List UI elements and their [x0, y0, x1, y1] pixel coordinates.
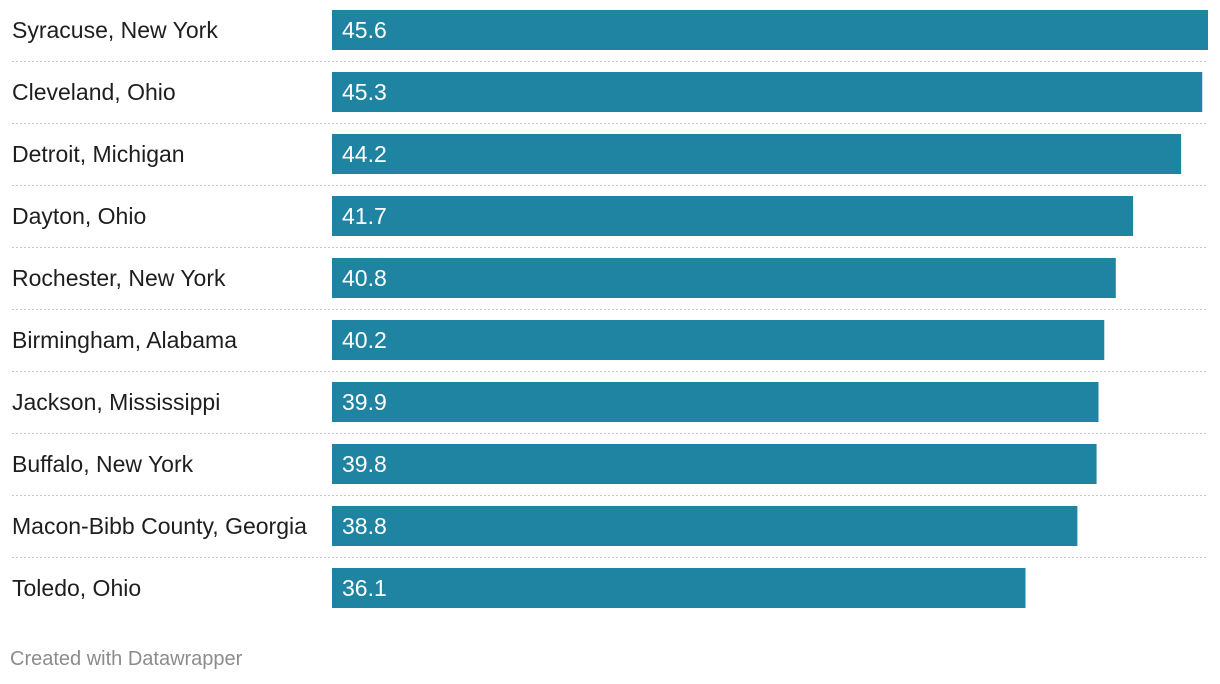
credit-text: Created with Datawrapper — [10, 648, 243, 670]
category-label: Cleveland, Ohio — [12, 79, 176, 105]
bar — [332, 382, 1099, 422]
value-label: 38.8 — [342, 513, 387, 539]
value-label: 45.3 — [342, 79, 387, 105]
value-label: 41.7 — [342, 203, 387, 229]
category-label: Birmingham, Alabama — [12, 327, 237, 353]
bar-chart: Syracuse, New York 45.6 Cleveland, Ohio 45.… — [12, 10, 1208, 608]
value-label: 44.2 — [342, 141, 387, 167]
category-label: Toledo, Ohio — [12, 575, 141, 601]
bar — [332, 72, 1203, 112]
category-label: Buffalo, New York — [12, 451, 194, 477]
category-label: Dayton, Ohio — [12, 203, 146, 229]
bar — [332, 320, 1105, 360]
category-label: Detroit, Michigan — [12, 141, 185, 167]
category-label: Syracuse, New York — [12, 17, 218, 43]
bar — [332, 444, 1097, 484]
bar — [332, 10, 1208, 50]
bar — [332, 258, 1116, 298]
bar — [332, 134, 1182, 174]
value-label: 40.2 — [342, 327, 387, 353]
value-label: 39.8 — [342, 451, 387, 477]
value-label: 40.8 — [342, 265, 387, 291]
category-label: Macon-Bibb County, Georgia — [12, 513, 307, 539]
bar — [332, 568, 1026, 608]
category-label: Jackson, Mississippi — [12, 389, 220, 415]
bar — [332, 196, 1134, 236]
value-label: 45.6 — [342, 17, 387, 43]
bar — [332, 506, 1078, 546]
value-label: 39.9 — [342, 389, 387, 415]
category-label: Rochester, New York — [12, 265, 226, 291]
value-label: 36.1 — [342, 575, 387, 601]
